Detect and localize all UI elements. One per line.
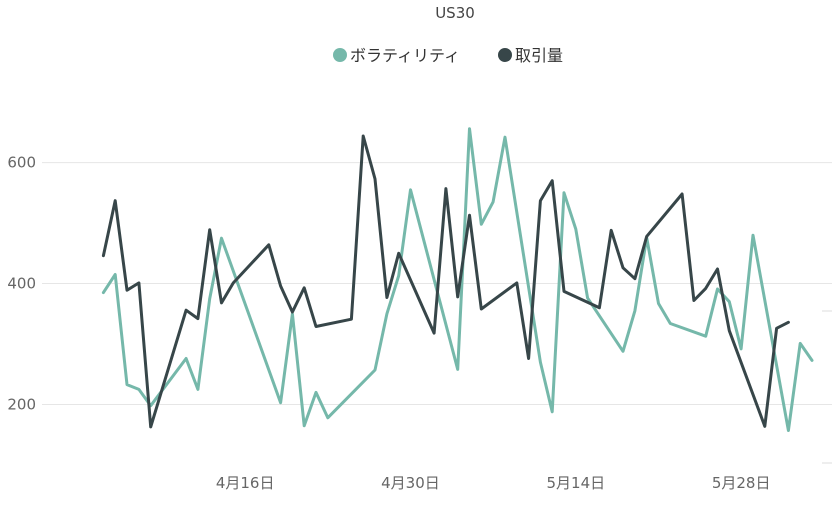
plot-area	[101, 127, 814, 432]
x-tick-label: 5月28日	[712, 474, 771, 492]
legend[interactable]: ボラティリティ 取引量	[333, 46, 563, 65]
x-tick-label: 4月30日	[381, 474, 440, 492]
legend-item[interactable]: ボラティリティ	[333, 46, 460, 65]
y-tick-label: 400	[7, 275, 36, 293]
y-tick-label: 200	[7, 396, 36, 414]
x-tick-label: 5月14日	[546, 474, 605, 492]
chart-title: US30	[435, 4, 475, 22]
legend-label: ボラティリティ	[350, 46, 460, 65]
x-tick-label: 4月16日	[216, 474, 275, 492]
x-axis: 4月16日 4月30日 5月14日 5月28日	[216, 474, 771, 492]
series-line-0[interactable]	[101, 127, 814, 432]
legend-marker	[498, 48, 512, 62]
legend-item[interactable]: 取引量	[498, 46, 563, 65]
series-line-1[interactable]	[101, 134, 790, 429]
y-tick-label: 600	[7, 154, 36, 172]
legend-label: 取引量	[515, 46, 563, 65]
legend-marker	[333, 48, 347, 62]
y-axis: 200 400 600	[7, 154, 36, 414]
